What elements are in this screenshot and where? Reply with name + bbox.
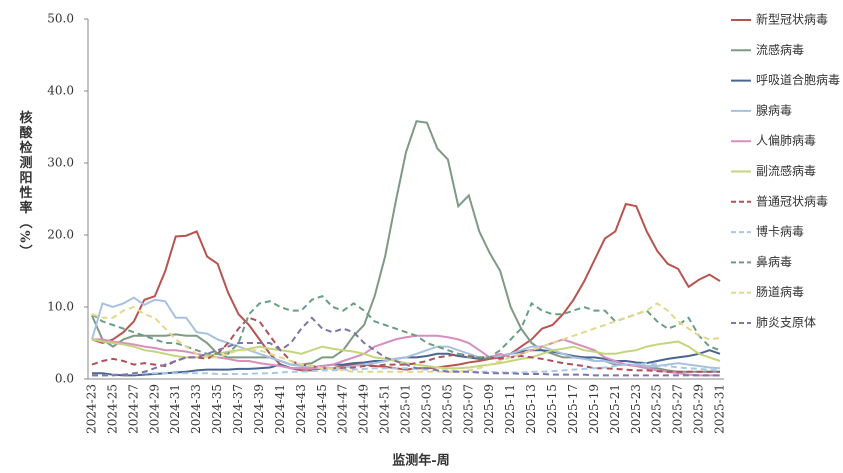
- legend-label: 普通冠状病毒: [756, 193, 828, 208]
- x-axis-title: 监测年-周: [392, 453, 449, 469]
- x-tick-label: 2025-07: [461, 384, 475, 434]
- x-tick-label: 2025-05: [440, 384, 454, 434]
- legend-label: 副流感病毒: [756, 163, 816, 178]
- series-line: [92, 362, 721, 377]
- legend-label: 腺病毒: [756, 102, 792, 117]
- series-line: [91, 295, 721, 359]
- legend-label: 鼻病毒: [756, 254, 792, 269]
- y-tick-label: 10.0: [47, 300, 74, 314]
- x-tick-label: 2025-25: [650, 384, 664, 434]
- x-tick-label: 2024-43: [294, 384, 308, 434]
- x-tick-label: 2024-41: [273, 384, 287, 434]
- x-tick-label: 2025-21: [608, 384, 622, 434]
- series-line: [91, 338, 721, 370]
- x-tick-label: 2024-33: [189, 384, 203, 434]
- x-tick-label: 2025-01: [399, 384, 413, 434]
- x-tick-label: 2024-23: [85, 384, 99, 434]
- x-tick-label: 2024-45: [315, 384, 329, 434]
- series-line: [91, 120, 720, 373]
- x-tick-label: 2025-29: [692, 384, 706, 434]
- series-line: [91, 302, 721, 373]
- x-tick-label: 2024-47: [336, 384, 350, 434]
- x-tick-label: 2025-03: [419, 384, 433, 434]
- x-tick-label: 2024-25: [105, 384, 119, 434]
- x-tick-label: 2025-19: [587, 384, 601, 434]
- series-line: [92, 316, 720, 377]
- x-tick-label: 2024-49: [357, 384, 371, 434]
- x-tick-label: 2025-31: [713, 384, 727, 434]
- x-tick-label: 2024-29: [147, 384, 161, 434]
- x-tick-label: 2025-17: [566, 384, 580, 434]
- legend-label: 人偏肺病毒: [756, 133, 816, 148]
- x-tick-label: 2024-51: [378, 384, 392, 434]
- x-tick-label: 2024-35: [210, 384, 224, 434]
- y-tick-label: 40.0: [47, 84, 74, 98]
- y-axis-title: 核酸检测阳性率（%）: [17, 110, 34, 260]
- x-tick-label: 2024-39: [252, 384, 266, 434]
- x-tick-label: 2025-23: [629, 384, 643, 434]
- x-tick-label: 2025-15: [545, 384, 559, 434]
- x-tick-label: 2025-13: [524, 384, 538, 434]
- y-tick-label: 0.0: [55, 372, 74, 386]
- y-tick-label: 30.0: [47, 156, 74, 170]
- x-tick-label: 2025-27: [671, 384, 685, 434]
- y-tick-label: 50.0: [47, 12, 74, 26]
- legend-label: 肺炎支原体: [756, 316, 816, 330]
- legend-label: 肠道病毒: [756, 284, 804, 299]
- legend-label: 呼吸道合胞病毒: [756, 72, 840, 87]
- legend-label: 新型冠状病毒: [756, 12, 828, 27]
- legend-label: 流感病毒: [756, 42, 804, 57]
- x-tick-label: 2024-31: [168, 384, 182, 434]
- series-line: [91, 202, 721, 372]
- x-tick-label: 2025-11: [503, 384, 517, 434]
- series-line: [91, 296, 721, 370]
- x-tick-label: 2025-09: [482, 384, 496, 434]
- x-tick-label: 2024-27: [126, 384, 140, 434]
- x-tick-label: 2024-37: [231, 384, 245, 434]
- y-tick-label: 20.0: [47, 228, 74, 242]
- legend-label: 博卡病毒: [756, 224, 804, 239]
